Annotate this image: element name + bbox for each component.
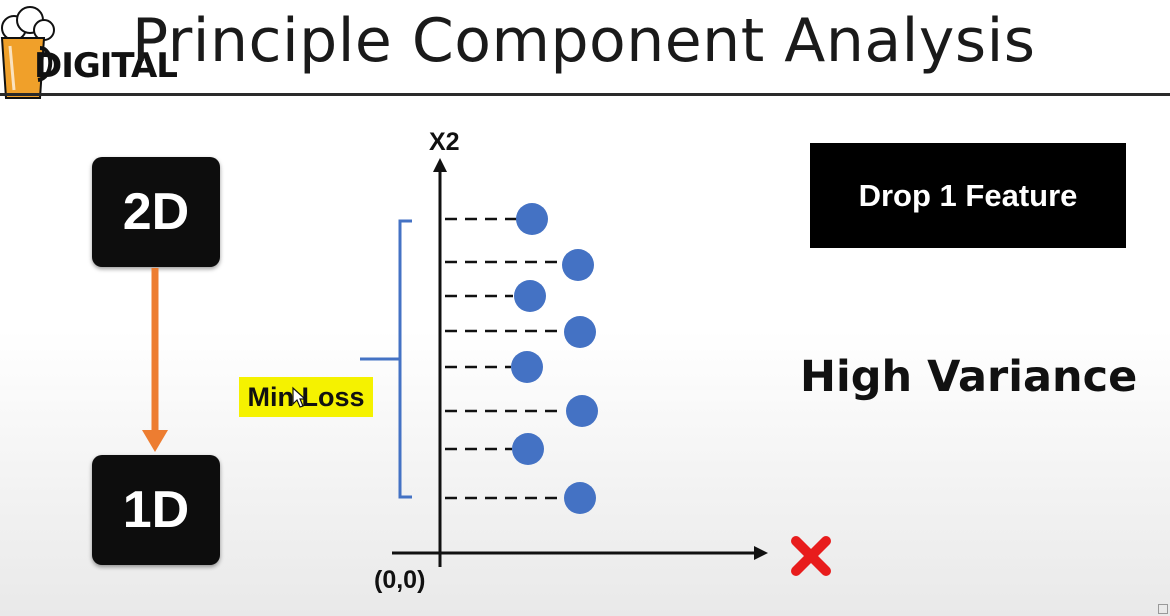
data-point — [564, 482, 596, 514]
origin-label: (0,0) — [374, 566, 426, 594]
data-point — [512, 433, 544, 465]
data-point — [511, 351, 543, 383]
data-point — [562, 249, 594, 281]
data-point — [566, 395, 598, 427]
drop-feature-box: Drop 1 Feature — [810, 143, 1126, 248]
slide-title: Principle Component Analysis — [132, 6, 1036, 76]
x-axis-arrowhead — [754, 546, 768, 560]
y-axis-label: X2 — [429, 128, 460, 156]
cross-icon — [791, 536, 831, 576]
box-1d: 1D — [92, 455, 220, 565]
data-point — [564, 316, 596, 348]
logo: DIGITAL — [0, 0, 178, 102]
high-variance-label: High Variance — [800, 352, 1138, 402]
min-loss-label: Min Loss — [239, 377, 373, 417]
title-divider — [0, 93, 1170, 96]
min-loss-text: Min Loss — [247, 381, 365, 412]
box-2d: 2D — [92, 157, 220, 267]
reduction-arrow — [142, 268, 168, 452]
data-point — [514, 280, 546, 312]
y-axis-arrowhead — [433, 158, 447, 172]
beer-mug-icon — [0, 6, 55, 99]
video-corner-icon — [1158, 604, 1168, 614]
logo-text: DIGITAL — [34, 46, 178, 86]
min-loss-bracket — [360, 219, 412, 499]
data-point — [516, 203, 548, 235]
